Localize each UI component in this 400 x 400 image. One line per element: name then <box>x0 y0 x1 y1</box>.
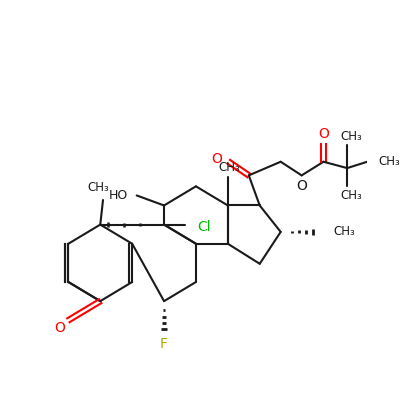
Text: CH₃: CH₃ <box>341 189 363 202</box>
Text: Cl: Cl <box>197 220 210 234</box>
Text: O: O <box>212 152 222 166</box>
Text: CH₃: CH₃ <box>219 161 240 174</box>
Text: CH₃: CH₃ <box>378 155 400 168</box>
Text: HO: HO <box>108 189 128 202</box>
Text: O: O <box>296 179 307 193</box>
Text: CH₃: CH₃ <box>334 225 355 238</box>
Text: O: O <box>318 127 329 141</box>
Text: O: O <box>55 320 66 334</box>
Text: CH₃: CH₃ <box>341 130 363 143</box>
Text: CH₃: CH₃ <box>88 181 109 194</box>
Text: F: F <box>160 337 168 351</box>
